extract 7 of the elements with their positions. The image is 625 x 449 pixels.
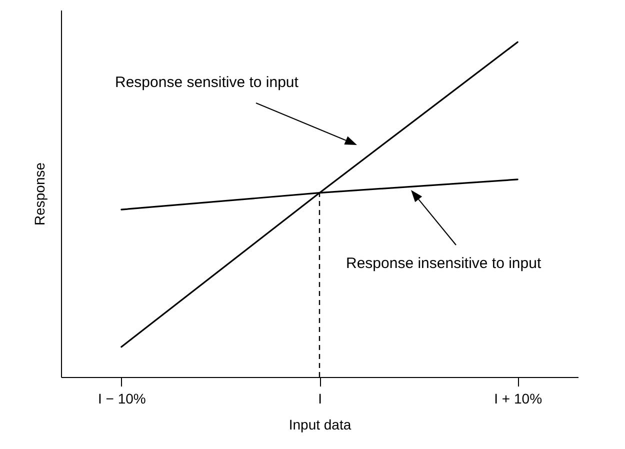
x-tick-label: I − 10% [98,390,146,406]
annotation: Response sensitive to input [115,74,300,91]
annotation: Response insensitive to input [346,255,542,272]
y-axis-title: Response [32,162,48,226]
x-tick-label: I [318,390,322,406]
x-axis-title: Input data [288,416,352,432]
x-tick-label: I + 10% [494,390,542,406]
